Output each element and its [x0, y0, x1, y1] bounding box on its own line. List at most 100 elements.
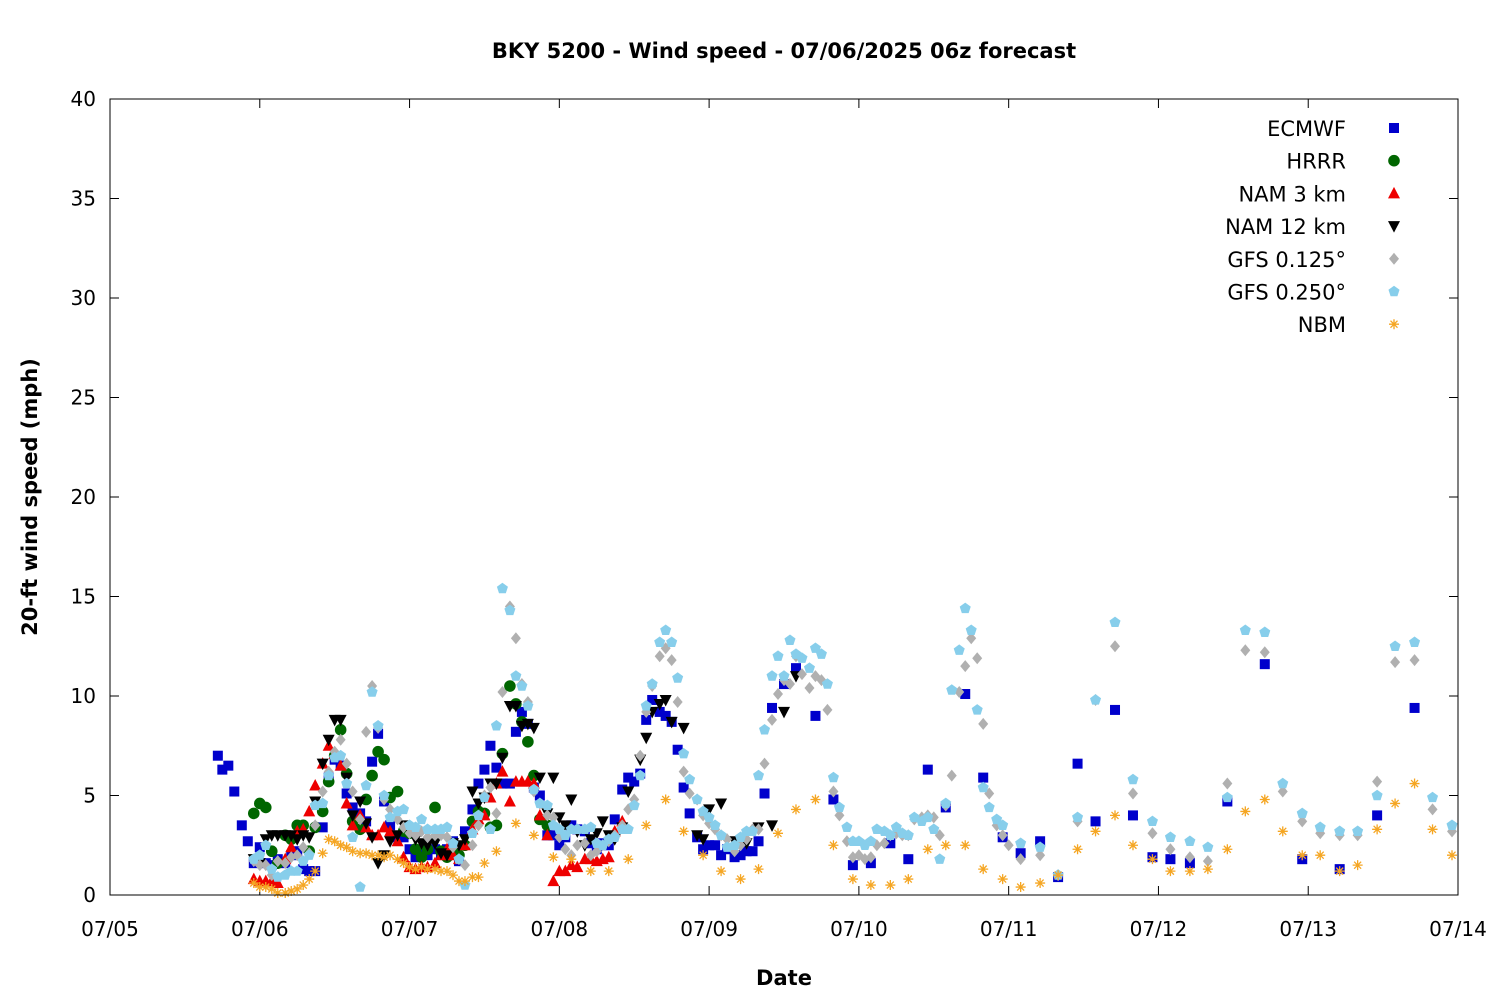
data-point [1072, 844, 1083, 855]
data-point [548, 811, 559, 824]
data-point [747, 846, 758, 857]
legend-label: NAM 3 km [1238, 182, 1346, 206]
data-point [635, 749, 646, 762]
data-point [379, 852, 390, 863]
data-point [298, 841, 309, 854]
data-point [1147, 827, 1158, 840]
data-point [1409, 654, 1420, 667]
data-point [640, 700, 652, 711]
x-axis-label: Date [756, 966, 812, 990]
legend-entry: NBM [1298, 313, 1399, 337]
data-point [366, 832, 379, 844]
data-point [248, 878, 259, 889]
data-point [666, 636, 678, 647]
data-point [772, 650, 784, 661]
data-point [334, 759, 347, 771]
data-point [767, 713, 778, 726]
data-point [341, 788, 352, 799]
x-tick-label: 07/08 [531, 917, 589, 941]
data-point [410, 821, 422, 833]
data-point [522, 700, 534, 711]
data-point [304, 874, 315, 885]
data-point [847, 874, 858, 885]
data-point [922, 764, 933, 775]
data-point [809, 642, 821, 653]
legend-label: NAM 12 km [1225, 215, 1346, 239]
data-point [504, 680, 516, 692]
data-point [759, 757, 770, 770]
data-point [971, 704, 983, 715]
data-point [547, 874, 560, 887]
data-point [1446, 819, 1458, 831]
data-point [317, 848, 328, 859]
data-point [602, 850, 615, 863]
x-tick-label: 07/07 [381, 917, 439, 941]
data-point [310, 866, 321, 877]
data-point [647, 694, 658, 705]
data-point [510, 632, 521, 645]
data-point [1372, 810, 1383, 821]
y-tick-label: 10 [71, 684, 96, 708]
data-point [1222, 777, 1233, 790]
data-point [678, 826, 689, 837]
data-point [1035, 849, 1046, 862]
data-point [491, 807, 502, 820]
data-point [217, 764, 228, 775]
data-point [509, 700, 522, 713]
data-point [571, 860, 584, 873]
data-point [354, 881, 366, 892]
data-point [303, 832, 316, 844]
data-point [596, 816, 609, 828]
data-point [533, 772, 546, 785]
x-tick-label: 07/11 [980, 917, 1038, 941]
data-point [767, 702, 778, 713]
data-point [660, 710, 671, 721]
data-point [953, 644, 965, 655]
data-point [773, 688, 784, 701]
x-tick-label: 07/05 [81, 917, 139, 941]
data-point [1109, 616, 1121, 628]
data-point [821, 678, 833, 689]
axis-ticks: 07/05 07/06 07/07 07/08 07/09 07/10 07/11 07/12… [71, 87, 1487, 941]
data-point [316, 758, 329, 771]
data-point [272, 855, 283, 868]
data-point [729, 839, 741, 850]
data-point [959, 602, 971, 614]
data-point [303, 849, 315, 860]
data-point [1202, 864, 1213, 875]
data-point [317, 822, 328, 833]
data-point [697, 834, 710, 846]
data-point [828, 794, 839, 805]
data-point [766, 670, 778, 681]
data-point [1202, 841, 1214, 852]
data-point [1297, 850, 1308, 861]
data-point [466, 786, 479, 799]
data-point [1390, 798, 1401, 809]
data-point [773, 828, 784, 839]
data-point [254, 849, 266, 860]
data-point [1447, 850, 1458, 861]
data-point [1239, 624, 1251, 636]
data-point [716, 866, 727, 877]
chart-title: BKY 5200 - Wind speed - 07/06/2025 06z f… [492, 39, 1076, 63]
data-point [366, 686, 378, 697]
data-point [978, 864, 989, 875]
data-point [1334, 825, 1346, 837]
data-point [510, 818, 521, 829]
data-point [410, 852, 421, 863]
data-point [684, 808, 695, 819]
data-point [704, 840, 715, 851]
data-point [827, 771, 839, 783]
data-point [335, 840, 346, 851]
data-point [280, 857, 291, 870]
data-point [548, 852, 559, 863]
data-point [622, 823, 634, 835]
data-point [716, 850, 727, 861]
data-point [504, 604, 516, 616]
data-point [698, 844, 709, 855]
data-point [441, 850, 453, 862]
data-point [622, 786, 635, 799]
data-point [385, 850, 396, 861]
data-point [485, 740, 496, 751]
data-point [1427, 803, 1438, 816]
